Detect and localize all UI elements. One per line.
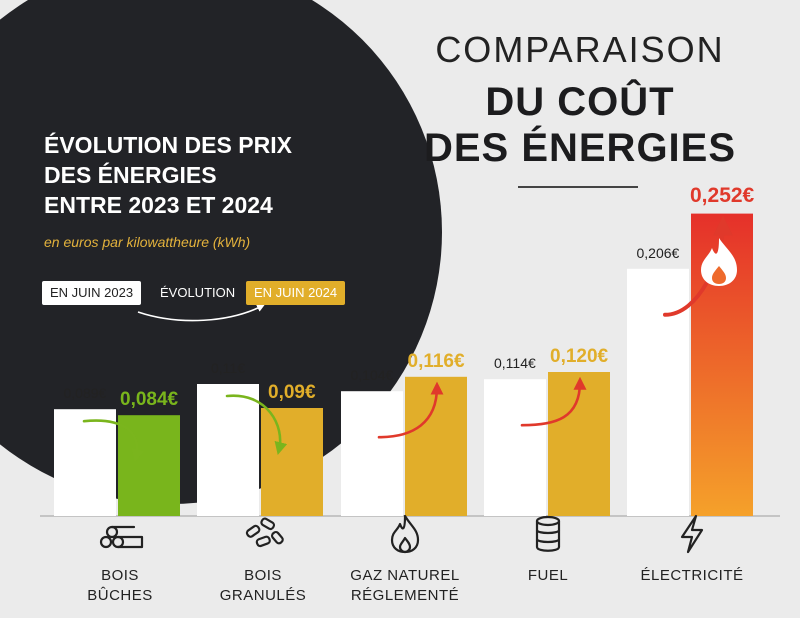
logs-icon — [99, 525, 144, 549]
circle-heading-line-3: ENTRE 2023 ET 2024 — [44, 192, 273, 218]
trend-arrow-bois-granules — [225, 394, 288, 456]
value-label-2024-gaz-naturel: 0,116€ — [407, 350, 465, 372]
category-label-line-1: FUEL — [527, 567, 569, 584]
bar-2024-bois-buches — [118, 415, 180, 516]
main-title-line-3: DES ÉNERGIES — [423, 126, 737, 170]
circle-heading: ÉVOLUTION DES PRIX DES ÉNERGIES ENTRE 20… — [44, 130, 374, 220]
unit-subtitle: en euros par kilowattheure (kWh) — [44, 234, 251, 250]
value-label-2024-fuel: 0,120€ — [550, 346, 609, 367]
flame-icon — [390, 514, 420, 554]
category-label-line-1: BOIS — [244, 567, 282, 584]
legend-evolution: ÉVOLUTION — [160, 285, 236, 300]
trend-arrow-fuel — [520, 376, 587, 427]
value-label-2024-electricite: 0,252€ — [690, 183, 755, 207]
value-label-2023-fuel: 0,114€ — [494, 355, 536, 372]
category-label-line-1: BOIS — [101, 567, 139, 584]
lightning-icon — [680, 514, 704, 554]
fuel-barrel-icon — [535, 515, 561, 552]
category-label-bois-buches: BOIS BÛCHES — [55, 566, 185, 606]
title-underline — [518, 186, 638, 188]
category-label-gaz-naturel: GAZ NATUREL RÉGLEMENTÉ — [340, 566, 470, 606]
bar-2023-bois-granules — [197, 384, 259, 516]
bar-2024-bois-granules — [261, 408, 323, 516]
trend-arrow-electricite — [663, 215, 733, 317]
category-label-fuel: FUEL — [483, 566, 613, 586]
main-title-line-2: DU COÛT — [485, 80, 675, 124]
category-label-line-2: RÉGLEMENTÉ — [350, 587, 460, 604]
category-label-line-2: GRANULÉS — [219, 587, 307, 604]
bar-2023-electricite — [627, 268, 689, 516]
legend-2023: EN JUIN 2023 — [42, 281, 142, 305]
value-label-2023-electricite: 0,206€ — [636, 244, 680, 261]
bar-2023-fuel — [484, 379, 546, 516]
dark-circle-panel — [0, 0, 442, 504]
circle-heading-line-1: ÉVOLUTION DES PRIX — [44, 132, 292, 158]
value-label-2024-bois-granules: 0,09€ — [268, 382, 316, 403]
bar-2023-gaz-naturel — [341, 391, 403, 516]
value-label-2024-bois-buches: 0,084€ — [120, 389, 179, 411]
legend-2024: EN JUIN 2024 — [246, 281, 346, 305]
main-title-line-1: COMPARAISON — [435, 29, 725, 70]
category-label-line-2: BÛCHES — [87, 587, 153, 604]
value-label-2023-gaz-naturel: 0,104€ — [350, 367, 394, 384]
legend-evolution-arrow — [137, 304, 265, 322]
value-label-2023-bois-granules: 0,11€ — [211, 360, 245, 376]
category-label-line-1: ÉLECTRICITÉ — [640, 567, 744, 584]
circle-heading-line-2: DES ÉNERGIES — [44, 162, 217, 188]
bar-2023-bois-buches — [54, 409, 116, 516]
wood-pellets-icon — [245, 517, 284, 548]
category-label-bois-granules: BOIS GRANULÉS — [198, 566, 328, 606]
trend-arrow-gaz-naturel — [377, 381, 444, 439]
fire-icon — [701, 238, 737, 286]
category-label-line-1: GAZ NATUREL — [350, 567, 460, 584]
value-label-2023-bois-buches: 0,089€ — [63, 385, 107, 402]
trend-arrow-bois-buches — [82, 419, 145, 463]
category-label-electricite: ÉLECTRICITÉ — [627, 566, 757, 586]
